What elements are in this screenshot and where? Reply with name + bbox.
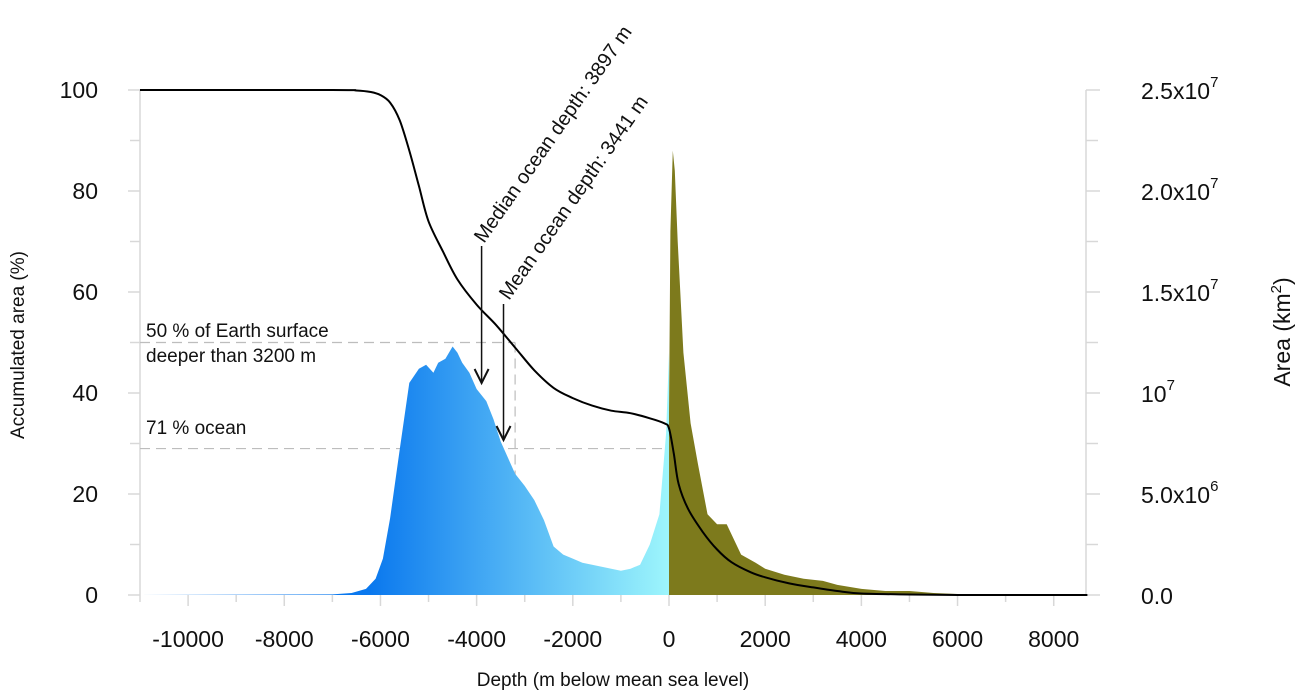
x-axis-title: Depth (m below mean sea level) bbox=[477, 670, 749, 691]
x-tick-label: 8000 bbox=[1028, 626, 1079, 652]
y-tick-label: 40 bbox=[72, 380, 98, 406]
y2-tick-exponent: 6 bbox=[1210, 478, 1218, 495]
y2-tick-base: 0.0 bbox=[1141, 583, 1173, 609]
y2-tick-base: 2.5x10 bbox=[1141, 78, 1210, 104]
y2-tick-base: 10 bbox=[1141, 381, 1167, 407]
y2-tick-exponent: 7 bbox=[1210, 276, 1218, 293]
y-tick-label: 20 bbox=[72, 481, 98, 507]
x-tick-label: -2000 bbox=[543, 626, 602, 652]
ocean-fraction-label: 71 % ocean bbox=[146, 418, 246, 439]
y2-tick-label: 2.5x107 bbox=[1141, 74, 1218, 104]
right-ticks bbox=[1086, 89, 1100, 596]
half-surface-label-line1: 50 % of Earth surface bbox=[146, 321, 329, 342]
y2-tick-exponent: 7 bbox=[1210, 175, 1218, 192]
x-tick-label: 2000 bbox=[740, 626, 791, 652]
half-surface-label-line2: deeper than 3200 m bbox=[146, 346, 316, 367]
y-tick-label: 80 bbox=[72, 178, 98, 204]
x-tick-label: 0 bbox=[663, 626, 676, 652]
y2-axis-title-end: ) bbox=[1269, 277, 1295, 285]
x-tick-label: -10000 bbox=[152, 626, 224, 652]
bottom-ticks bbox=[139, 595, 1055, 606]
y2-tick-base: 5.0x10 bbox=[1141, 482, 1210, 508]
x-tick-label: -4000 bbox=[447, 626, 506, 652]
depth-arrows bbox=[473, 246, 512, 443]
left-ticks bbox=[128, 89, 140, 596]
y2-axis-title: Area (km2) bbox=[1268, 277, 1295, 386]
axes-frame bbox=[128, 89, 1100, 606]
y2-tick-label: 0.0 bbox=[1141, 583, 1173, 609]
y2-axis-title-text: Area (km bbox=[1269, 293, 1295, 386]
y-tick-label: 60 bbox=[72, 279, 98, 305]
x-tick-label: -8000 bbox=[255, 626, 314, 652]
accumulated-area-curve bbox=[139, 88, 1088, 597]
y-axis-title: Accumulated area (%) bbox=[8, 251, 29, 439]
left-tick-labels: 0 20 40 60 80 100 bbox=[60, 77, 98, 608]
ocean-area-fill bbox=[140, 346, 669, 595]
y2-tick-label: 107 bbox=[1141, 377, 1175, 407]
y2-tick-base: 2.0x10 bbox=[1141, 179, 1210, 205]
land-area-fill bbox=[669, 150, 1088, 595]
y2-tick-base: 1.5x10 bbox=[1141, 280, 1210, 306]
y2-tick-exponent: 7 bbox=[1210, 74, 1218, 91]
y2-tick-label: 1.5x107 bbox=[1141, 276, 1218, 306]
y-tick-label: 100 bbox=[60, 77, 98, 103]
y2-tick-exponent: 7 bbox=[1167, 377, 1175, 394]
y2-axis-title-sup: 2 bbox=[1268, 285, 1285, 293]
y2-tick-label: 2.0x107 bbox=[1141, 175, 1218, 205]
median-depth-arrow-head bbox=[473, 368, 490, 386]
x-tick-label: 6000 bbox=[932, 626, 983, 652]
mean-depth-arrow-head bbox=[495, 425, 512, 443]
x-tick-label: -6000 bbox=[351, 626, 410, 652]
x-tick-label: 4000 bbox=[836, 626, 887, 652]
bottom-tick-labels: -10000 -8000 -6000 -4000 -2000 0 2000 4000 6000 8… bbox=[152, 626, 1079, 652]
y-tick-label: 0 bbox=[85, 582, 98, 608]
y2-tick-label: 5.0x106 bbox=[1141, 478, 1218, 508]
